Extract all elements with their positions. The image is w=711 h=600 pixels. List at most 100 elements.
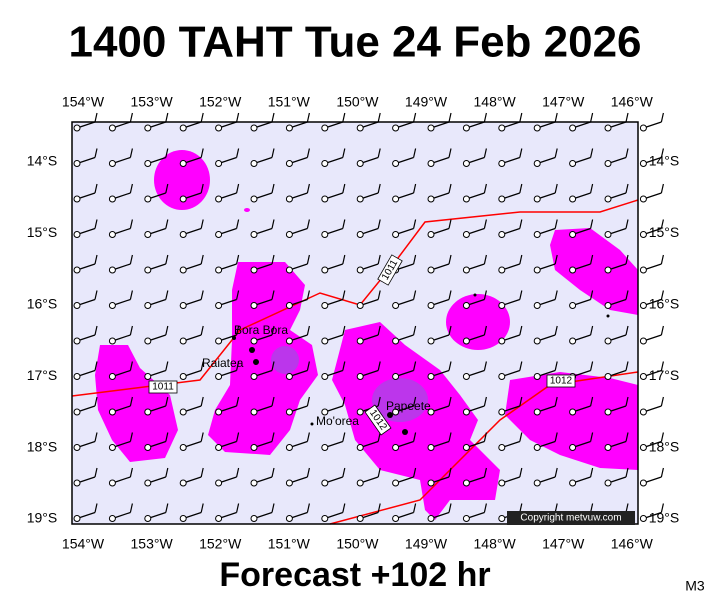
barb-station (462, 160, 470, 167)
barb-station (569, 444, 577, 451)
barb-shaft (186, 405, 202, 412)
barb-flag (271, 432, 275, 442)
lat-label: 15°S (649, 224, 680, 240)
barb-flag (413, 467, 417, 478)
barb-station (533, 479, 541, 487)
barb-flag (448, 325, 452, 336)
barb-shaft (540, 156, 556, 164)
barb-station (533, 444, 541, 451)
barb-flag (483, 325, 487, 336)
barb-shaft (79, 121, 96, 128)
barb-flag (554, 148, 558, 158)
barb-flag (236, 361, 240, 371)
barb-flag (448, 503, 452, 513)
barb-station (144, 444, 152, 451)
barb-station (356, 266, 364, 274)
barb-shaft (186, 298, 202, 306)
barb-flag (413, 219, 417, 229)
barb-station (392, 337, 400, 345)
barb-flag (413, 325, 417, 336)
barb-flag (342, 503, 346, 513)
lat-label: 14°S (649, 153, 680, 169)
barb-flag (590, 183, 594, 194)
barb-flag (519, 396, 523, 407)
barb-flag (448, 254, 452, 265)
barb-station (108, 231, 116, 238)
barb-shaft (115, 440, 131, 448)
barb-flag (554, 254, 558, 265)
barb-station (356, 479, 364, 487)
barb-station (108, 195, 116, 203)
barb-shaft (186, 440, 202, 448)
barb-flag (200, 219, 204, 229)
barb-station (639, 302, 647, 309)
isobar-label-text: 1011 (152, 382, 174, 393)
barb-station (321, 373, 329, 380)
barb-station (462, 408, 470, 416)
barb-flag (342, 467, 346, 478)
barb-flag (519, 183, 523, 194)
barb-flag (236, 148, 240, 158)
barb-shaft (221, 511, 237, 519)
barb-station (321, 444, 329, 451)
barb-flag (377, 432, 381, 442)
barb-station (569, 124, 577, 132)
barb-shaft (575, 263, 591, 270)
barb-shaft (150, 440, 166, 448)
barb-station (215, 515, 223, 522)
isobar-label-box (546, 374, 576, 388)
barb-shaft (115, 511, 131, 519)
barb-station (215, 302, 223, 309)
barb-flag (660, 467, 664, 478)
lon-label: 152°W (199, 94, 242, 110)
barb-shaft (433, 334, 450, 341)
barb-station (321, 408, 329, 416)
barb-shaft (610, 263, 627, 270)
barb-station (285, 195, 293, 203)
lon-label: 153°W (131, 94, 174, 110)
barb-station (215, 444, 223, 451)
barb-flag (519, 148, 523, 158)
barb-shaft (504, 121, 520, 128)
barb-shaft (115, 156, 131, 164)
barb-shaft (504, 298, 520, 306)
barb-shaft (398, 334, 414, 341)
barb-shaft (575, 334, 591, 341)
barb-station (285, 124, 293, 132)
barb-station (498, 231, 506, 238)
barb-flag (590, 254, 594, 265)
lat-label: 16°S (649, 296, 680, 312)
barb-shaft (363, 334, 379, 341)
barb-flag (236, 254, 240, 265)
barb-flag (377, 219, 381, 229)
barb-shaft (469, 511, 485, 519)
barb-station (108, 479, 116, 487)
barb-shaft (79, 511, 96, 519)
barb-flag (660, 396, 664, 407)
barb-station (427, 124, 435, 132)
lon-label: 148°W (474, 94, 517, 110)
barb-station (639, 444, 647, 451)
barb-shaft (186, 156, 202, 164)
barb-flag (554, 432, 558, 442)
barb-shaft (469, 121, 485, 128)
barb-station (321, 231, 329, 238)
barb-flag (165, 361, 169, 371)
barb-station (462, 231, 470, 238)
barb-station (179, 160, 187, 167)
barb-shaft (398, 476, 414, 483)
barb-station (215, 160, 223, 167)
barb-shaft (327, 263, 343, 270)
barb-station (533, 337, 541, 345)
barb-station (73, 302, 81, 309)
barb-flag (448, 219, 452, 229)
barb-flag (413, 112, 417, 123)
barb-station (73, 160, 81, 167)
barb-flag (413, 254, 417, 265)
barb-shaft (469, 227, 485, 235)
barb-shaft (433, 511, 450, 519)
barb-flag (625, 148, 629, 158)
barb-shaft (150, 298, 166, 306)
title: 1400 TAHT Tue 24 Feb 2026 (68, 18, 641, 67)
